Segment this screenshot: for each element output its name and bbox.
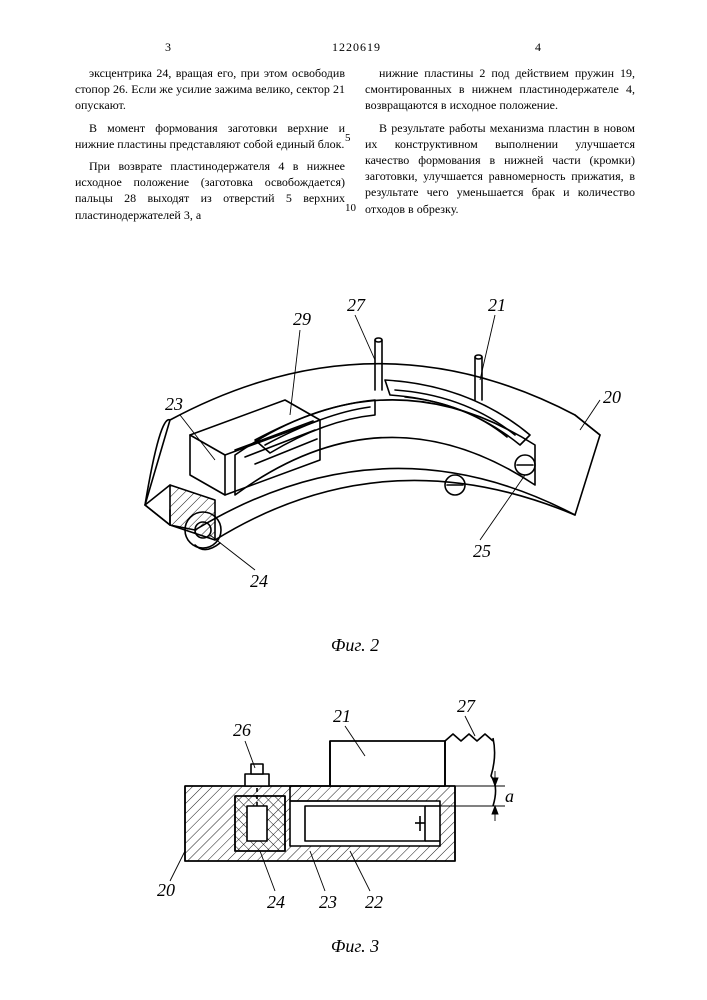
fig3-label-23: 23 <box>319 892 337 912</box>
fig2-label-29: 29 <box>293 309 311 329</box>
document-number: 1220619 <box>332 40 381 55</box>
fig2-label-25: 25 <box>473 541 491 561</box>
figure-2: 29 27 21 23 20 24 25 <box>75 285 635 615</box>
fig3-label-26: 26 <box>233 720 251 740</box>
right-column: нижние пластины 2 под действием пружин 1… <box>365 65 635 229</box>
fig3-label-27: 27 <box>457 696 476 716</box>
figure-3: 26 21 27 20 24 23 22 a <box>75 686 635 916</box>
fig3-label-24: 24 <box>267 892 285 912</box>
para-l2: В момент формования заготовки верхние и … <box>75 120 345 152</box>
para-r2: В результате работы механизма пластин в … <box>365 120 635 217</box>
fig3-label-20: 20 <box>157 880 175 900</box>
fig3-label-21: 21 <box>333 706 351 726</box>
fig3-label-22: 22 <box>365 892 383 912</box>
fig3-caption: Фиг. 3 <box>75 936 635 957</box>
fig2-label-20: 20 <box>603 387 621 407</box>
page-num-left: 3 <box>165 40 171 55</box>
para-l3: При возврате пластинодержателя 4 в нижне… <box>75 158 345 223</box>
para-r1: нижние пластины 2 под действием пружин 1… <box>365 65 635 114</box>
left-column: эксцентрика 24, вращая его, при этом осв… <box>75 65 345 229</box>
fig2-label-27: 27 <box>347 295 366 315</box>
figures: 29 27 21 23 20 24 25 Фиг. 2 <box>75 285 635 957</box>
fig2-label-24: 24 <box>250 571 268 591</box>
fig3-label-a: a <box>505 786 514 806</box>
fig2-label-21: 21 <box>488 295 506 315</box>
para-l1: эксцентрика 24, вращая его, при этом осв… <box>75 65 345 114</box>
fig2-caption: Фиг. 2 <box>75 635 635 656</box>
text-columns: эксцентрика 24, вращая его, при этом осв… <box>75 65 635 229</box>
page-num-right: 4 <box>535 40 541 55</box>
fig2-label-23: 23 <box>165 394 183 414</box>
